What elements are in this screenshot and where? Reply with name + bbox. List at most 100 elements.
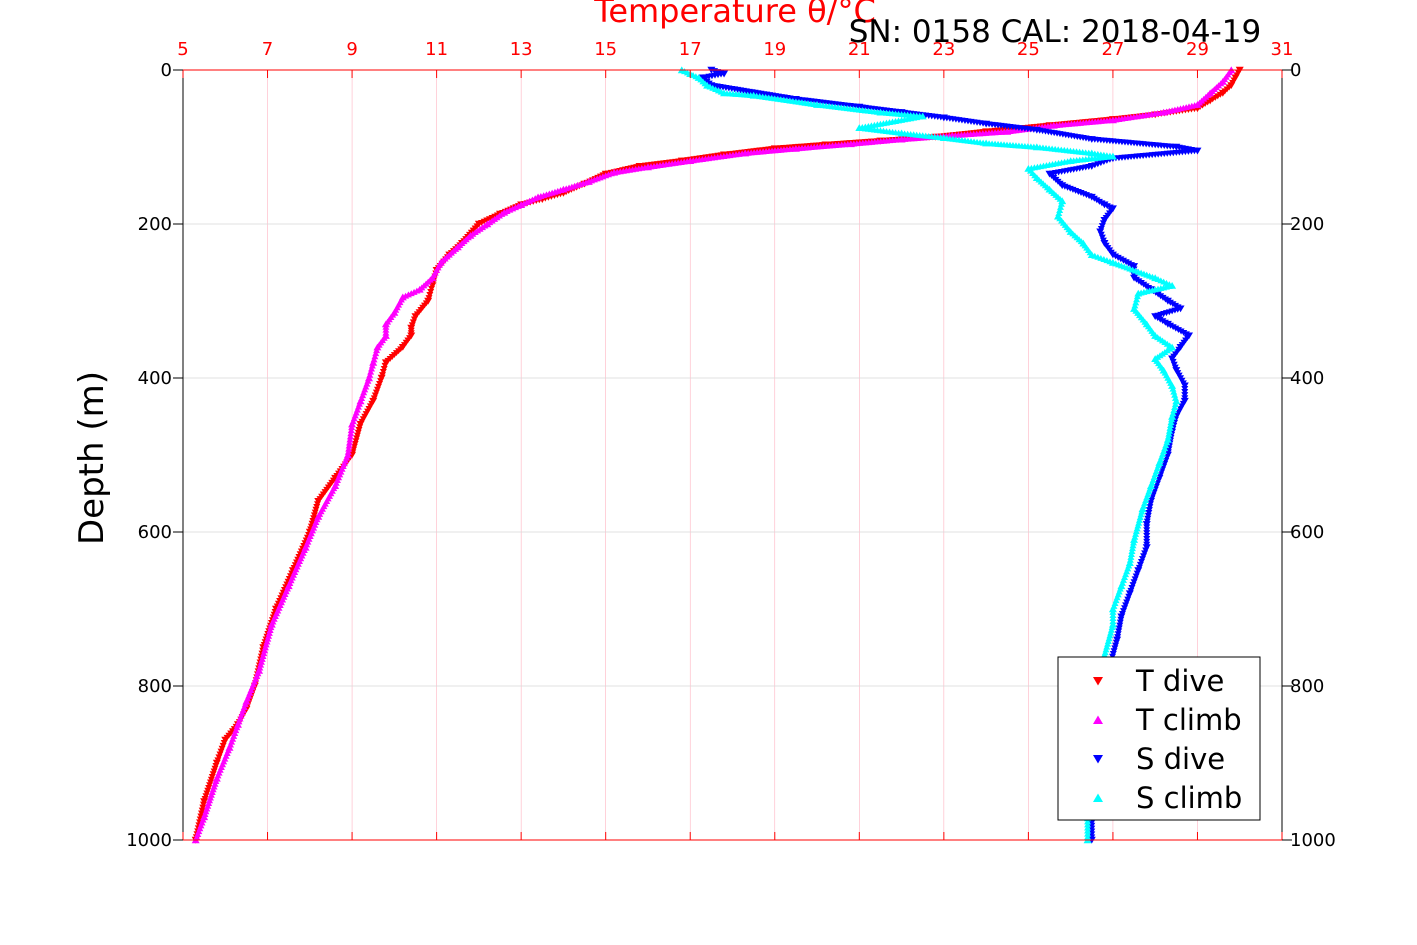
data-point <box>1057 200 1065 207</box>
data-point <box>1181 389 1189 396</box>
data-point <box>1132 528 1140 535</box>
data-point <box>1107 626 1115 633</box>
data-point <box>372 350 380 357</box>
data-point <box>1135 516 1143 523</box>
legend-entries: T dive T climb S dive S climb <box>1093 664 1242 815</box>
data-point <box>1128 545 1136 552</box>
data-point <box>1084 830 1092 837</box>
data-point <box>1129 542 1137 549</box>
data-point <box>344 448 352 455</box>
x-tick-label: 11 <box>425 39 448 60</box>
legend-marker <box>1093 755 1103 764</box>
data-point <box>1181 385 1189 392</box>
data-point <box>1108 620 1117 628</box>
y-tick-label-right: 400 <box>1290 368 1324 389</box>
data-point <box>1109 615 1117 622</box>
x-tick-label: 29 <box>1186 39 1209 60</box>
data-point <box>1058 197 1067 205</box>
x-tick-label: 13 <box>510 39 533 60</box>
legend-label: T dive <box>1135 664 1224 698</box>
data-point <box>373 347 381 354</box>
data-point <box>1166 424 1174 431</box>
data-point <box>368 365 376 372</box>
data-point <box>267 620 276 628</box>
data-point <box>260 650 268 657</box>
data-point <box>1103 643 1111 650</box>
data-point <box>347 427 355 434</box>
data-point <box>427 288 435 295</box>
data-point <box>263 638 271 645</box>
data-point <box>381 359 390 367</box>
data-point <box>1171 401 1179 407</box>
data-point <box>265 632 273 639</box>
data-point <box>1106 632 1114 639</box>
x-tick-label: 19 <box>763 39 786 60</box>
data-point <box>1108 624 1116 630</box>
data-point <box>1084 818 1092 825</box>
legend-marker <box>1093 715 1103 724</box>
legend-marker <box>1093 793 1103 802</box>
data-point <box>371 353 379 360</box>
legend-box <box>1057 656 1261 821</box>
data-point <box>259 653 267 659</box>
y-tick-label-right: 600 <box>1290 522 1324 543</box>
data-point <box>1105 635 1113 642</box>
data-point <box>1132 299 1140 306</box>
data-point <box>261 647 269 654</box>
y-tick-label-left: 800 <box>138 676 172 697</box>
x-tick-label: 15 <box>594 39 617 60</box>
legend: T dive T climb S dive S climb <box>1057 656 1261 821</box>
chart-title: Temperature θ/°C <box>593 0 876 30</box>
data-point <box>346 439 354 446</box>
data-point <box>264 635 272 642</box>
legend-label: T climb <box>1135 703 1242 737</box>
data-point <box>1127 553 1135 560</box>
y-tick-label-right: 800 <box>1290 676 1324 697</box>
x-tick-label: 9 <box>346 39 357 60</box>
data-point <box>426 292 434 298</box>
data-point <box>1170 407 1178 414</box>
data-series <box>191 66 1244 844</box>
data-point <box>1102 646 1110 653</box>
data-point <box>1168 382 1177 389</box>
data-point <box>348 420 357 428</box>
axes <box>173 69 1292 841</box>
y-tick-label-left: 400 <box>138 368 172 389</box>
data-point <box>1168 416 1176 423</box>
y-tick-label-left: 200 <box>138 214 172 235</box>
data-point <box>1171 404 1179 411</box>
data-point <box>373 343 382 351</box>
data-point <box>348 424 356 431</box>
legend-label: S climb <box>1136 781 1242 815</box>
data-point <box>1084 827 1092 834</box>
y-tick-label-right: 0 <box>1290 60 1301 81</box>
data-point <box>1163 320 1172 328</box>
x-tick-label: 27 <box>1101 39 1124 60</box>
serial-calibration-annotation: SN: 0158 CAL: 2018-04-19 <box>849 14 1262 50</box>
data-point <box>1127 550 1135 557</box>
legend-marker <box>1093 677 1103 686</box>
data-point <box>428 285 436 292</box>
y-tick-label-right: 200 <box>1290 214 1324 235</box>
x-tick-label: 17 <box>679 39 702 60</box>
data-point <box>381 362 389 369</box>
data-point <box>1165 430 1173 437</box>
data-point <box>266 627 274 633</box>
data-point <box>369 359 378 366</box>
y-tick-label-right: 1000 <box>1290 830 1336 851</box>
series-t-climb <box>191 66 1236 844</box>
y-axis-label: Depth (m) <box>72 371 112 545</box>
y-tick-label-left: 1000 <box>126 830 172 851</box>
data-point <box>1104 638 1112 644</box>
data-point <box>1084 824 1092 831</box>
data-point <box>1167 422 1175 428</box>
data-point <box>1109 612 1117 618</box>
data-point <box>1132 530 1140 537</box>
data-point <box>1133 296 1141 303</box>
x-tick-label: 23 <box>932 39 955 60</box>
data-point <box>379 369 387 375</box>
x-tick-label: 5 <box>177 39 188 60</box>
data-point <box>265 629 273 636</box>
